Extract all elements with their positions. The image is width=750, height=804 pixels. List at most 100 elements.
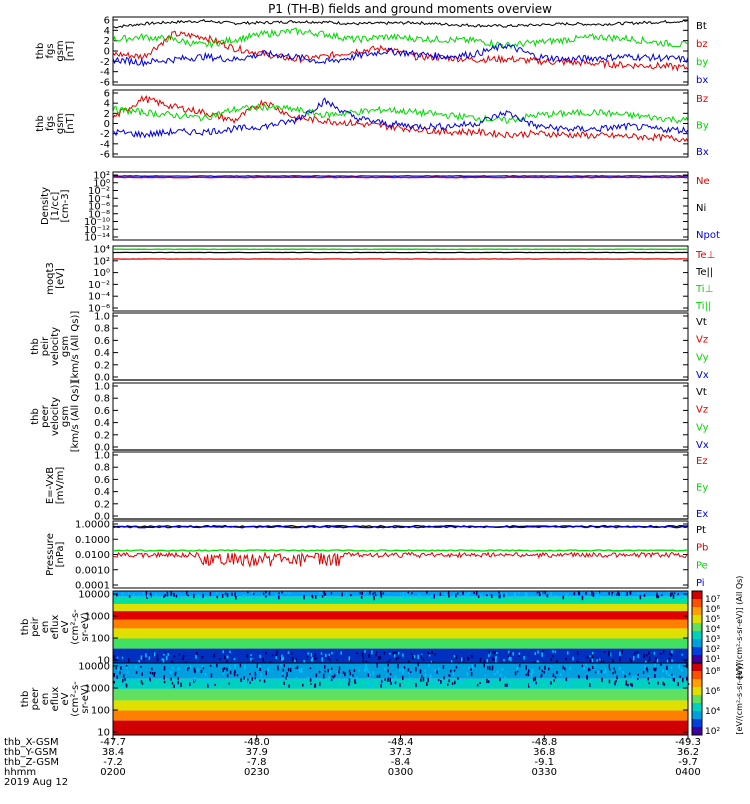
heatmap-speck — [201, 670, 203, 672]
heatmap-speck — [198, 595, 200, 597]
heatmap-speck — [545, 591, 547, 594]
heatmap-speck — [468, 658, 470, 661]
heatmap-speck — [301, 671, 303, 673]
heatmap-speck — [533, 678, 535, 682]
heatmap-speck — [609, 664, 611, 668]
heatmap-speck — [500, 674, 502, 677]
heatmap-speck — [234, 664, 236, 668]
heatmap-speck — [368, 673, 370, 676]
heatmap-speck — [544, 666, 546, 670]
heatmap-speck — [405, 595, 407, 597]
heatmap-speck — [396, 658, 398, 661]
heatmap-speck — [172, 667, 174, 669]
heatmap-speck — [329, 670, 331, 674]
panel-peer_spec: 10⁸10⁶10⁴10²[eV/(cm²-s-sr-eV)]1000010001… — [20, 662, 744, 739]
heatmap-speck — [438, 668, 440, 670]
heatmap-speck — [563, 596, 565, 600]
heatmap-speck — [622, 592, 624, 595]
heatmap-speck — [244, 665, 246, 669]
heatmap-speck — [588, 668, 590, 671]
heatmap-speck — [671, 667, 673, 670]
heatmap-speck — [180, 683, 182, 687]
heatmap-speck — [598, 596, 600, 599]
heatmap-speck — [188, 595, 190, 597]
heatmap-speck — [138, 660, 140, 662]
heatmap-speck — [247, 592, 249, 594]
heatmap-speck — [280, 663, 282, 666]
legend-entry: Pt — [696, 525, 706, 536]
heatmap-speck — [525, 665, 527, 669]
heatmap-speck — [289, 592, 291, 595]
heatmap-speck — [547, 594, 549, 597]
heatmap-speck — [333, 678, 335, 682]
heatmap-speck — [631, 660, 633, 662]
heatmap-speck — [140, 666, 142, 668]
heatmap-speck — [480, 594, 482, 596]
legend-entry: Vx — [696, 440, 709, 451]
heatmap-speck — [512, 652, 514, 655]
heatmap-speck — [671, 659, 673, 662]
heatmap-speck — [549, 595, 551, 598]
colorbar-tick-label: 10⁴ — [705, 625, 720, 635]
heatmap-speck — [277, 665, 279, 668]
heatmap-speck — [170, 678, 172, 681]
heatmap-speck — [612, 672, 614, 674]
heatmap-speck — [316, 657, 318, 659]
heatmap-speck — [517, 671, 519, 673]
heatmap-speck — [587, 655, 589, 658]
heatmap-speck — [334, 674, 336, 677]
heatmap-speck — [387, 669, 389, 672]
heatmap-speck — [417, 655, 419, 659]
y-tick-label: 10⁻¹⁴ — [84, 233, 110, 244]
heatmap-speck — [350, 594, 352, 596]
heatmap-speck — [601, 670, 603, 673]
heatmap-speck — [266, 671, 268, 675]
heatmap-speck — [349, 678, 351, 682]
colorbar-tick-label: 10⁵ — [705, 615, 720, 625]
heatmap-speck — [577, 661, 579, 663]
heatmap-speck — [124, 678, 126, 681]
heatmap-speck — [310, 667, 312, 669]
colorbar-segment — [692, 727, 702, 736]
heatmap-speck — [635, 676, 637, 678]
y-tick-label: 1.0000 — [75, 520, 110, 531]
heatmap-speck — [408, 660, 410, 662]
heatmap-speck — [631, 596, 633, 600]
heatmap-speck — [539, 667, 541, 671]
legend-entry: Vx — [696, 370, 709, 381]
heatmap-speck — [278, 592, 280, 594]
heatmap-speck — [644, 594, 646, 597]
heatmap-speck — [302, 684, 304, 687]
y-tick-label: 0.2 — [94, 430, 110, 441]
heatmap-speck — [256, 678, 258, 680]
heatmap-speck — [418, 593, 420, 595]
heatmap-speck — [291, 652, 293, 655]
heatmap-speck — [331, 676, 333, 678]
heatmap-speck — [402, 668, 404, 672]
y-tick-label: 0.4 — [94, 418, 110, 429]
heatmap-speck — [589, 669, 591, 671]
heatmap-speck — [314, 653, 316, 657]
heatmap-speck — [484, 675, 486, 677]
heatmap-speck — [647, 669, 649, 673]
heatmap-speck — [383, 592, 385, 594]
heatmap-speck — [489, 651, 491, 654]
heatmap-speck — [145, 653, 147, 657]
heatmap-speck — [179, 596, 181, 600]
heatmap-speck — [380, 684, 382, 688]
panel-frame — [113, 246, 688, 311]
heatmap-speck — [657, 659, 659, 663]
heatmap-speck — [275, 656, 277, 659]
heatmap-speck — [415, 683, 417, 687]
heatmap-speck — [563, 669, 565, 671]
heatmap-speck — [269, 684, 271, 686]
heatmap-speck — [487, 659, 489, 662]
heatmap-speck — [460, 680, 462, 683]
heatmap-speck — [403, 592, 405, 596]
heatmap-speck — [609, 680, 611, 684]
heatmap-speck — [206, 678, 208, 682]
heatmap-speck — [141, 672, 143, 675]
heatmap-speck — [592, 666, 594, 669]
heatmap-speck — [501, 668, 503, 670]
colorbar-tick-label: 10⁴ — [705, 707, 720, 717]
